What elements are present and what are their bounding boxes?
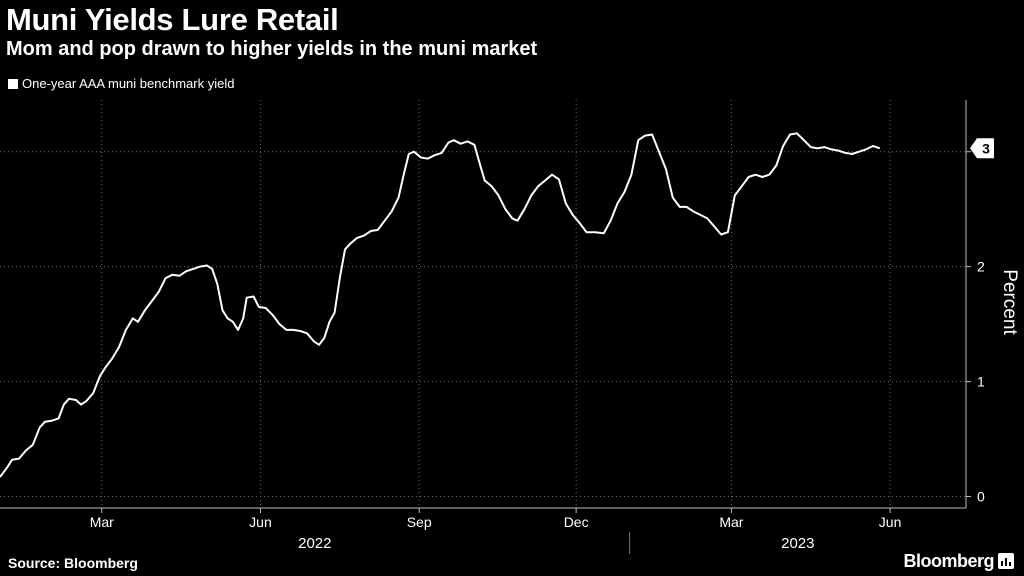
- chart-title: Muni Yields Lure Retail: [6, 2, 339, 37]
- y-tick-label: 0: [977, 489, 985, 505]
- x-tick-label: Sep: [407, 514, 432, 530]
- x-tick-label: Dec: [564, 514, 589, 530]
- x-tick-label: Jun: [879, 514, 902, 530]
- year-label: 2022: [298, 535, 331, 552]
- legend-label: One-year AAA muni benchmark yield: [22, 76, 235, 91]
- x-tick-label: Mar: [719, 514, 743, 530]
- x-tick-label: Mar: [90, 514, 114, 530]
- y-tick-label: 2: [977, 259, 985, 275]
- series-line: [0, 132, 881, 478]
- source-note: Source: Bloomberg: [8, 555, 138, 571]
- y-axis-title: Percent: [999, 269, 1020, 335]
- chart-subtitle: Mom and pop drawn to higher yields in th…: [6, 38, 538, 60]
- bloomberg-chart-icon: [998, 553, 1014, 569]
- y-tick-label: 1: [977, 374, 985, 390]
- year-label: 2023: [781, 535, 814, 552]
- x-tick-label: Jun: [249, 514, 272, 530]
- legend: One-year AAA muni benchmark yield: [8, 76, 234, 91]
- last-value-badge: [970, 138, 994, 159]
- last-value-label: 3: [982, 140, 990, 156]
- legend-swatch: [8, 78, 18, 89]
- brand-logo: Bloomberg: [903, 551, 994, 571]
